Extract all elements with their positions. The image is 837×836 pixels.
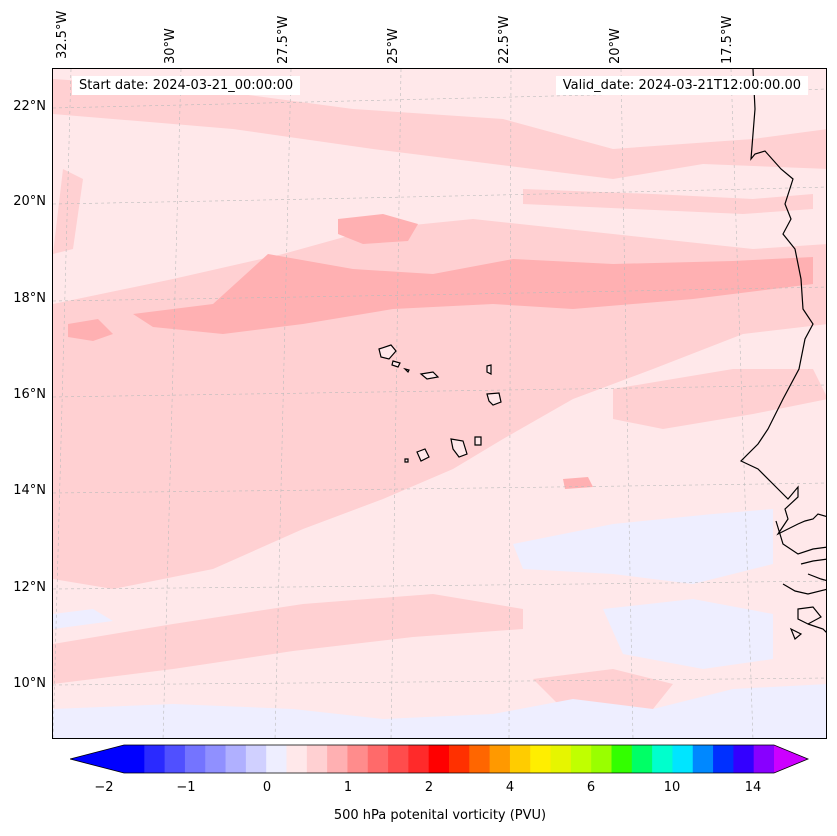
cb-tick-label: 4 xyxy=(505,780,515,795)
colorbar-segment xyxy=(489,745,511,773)
lon-label: 25°W xyxy=(386,28,401,64)
colorbar-segment xyxy=(570,745,592,773)
graticule xyxy=(53,69,826,738)
colorbar-segment xyxy=(530,745,552,773)
colorbar-segment xyxy=(408,745,430,773)
colorbar-segment xyxy=(245,745,267,773)
colorbar-segment xyxy=(266,745,287,773)
colorbar-segment xyxy=(591,745,612,773)
lon-label: 20°W xyxy=(608,28,623,64)
colorbar-segment xyxy=(652,745,673,773)
start-date-label: Start date: 2024-03-21_00:00:00 xyxy=(72,76,301,95)
colorbar xyxy=(70,744,810,774)
colorbar-segment xyxy=(347,745,369,773)
lon-label: 27.5°W xyxy=(276,15,291,64)
colorbar-segment xyxy=(631,745,653,773)
lon-label: 32.5°W xyxy=(55,10,70,59)
lat-label: 22°N xyxy=(13,99,46,114)
lon-label: 30°W xyxy=(163,28,178,64)
colorbar-segment xyxy=(550,745,572,773)
cb-tick-label: 0 xyxy=(262,780,272,795)
lat-label: 14°N xyxy=(13,483,46,498)
lat-label: 20°N xyxy=(13,194,46,209)
colorbar-segment xyxy=(124,745,145,773)
map-panel xyxy=(52,68,827,739)
colorbar-segment xyxy=(611,745,633,773)
cb-tick-label: −1 xyxy=(176,780,196,795)
colorbar-extend-low xyxy=(70,745,124,773)
colorbar-segment xyxy=(164,745,186,773)
colorbar-segment xyxy=(692,745,714,773)
pv-contour-map xyxy=(53,69,826,738)
colorbar-segment xyxy=(388,745,409,773)
colorbar-segment xyxy=(733,745,755,773)
lat-label: 10°N xyxy=(13,676,46,691)
cb-tick-label: 1 xyxy=(343,780,353,795)
colorbar-segment xyxy=(469,745,491,773)
lat-label: 12°N xyxy=(13,580,46,595)
lon-label: 22.5°W xyxy=(497,15,512,64)
colorbar-segment xyxy=(225,745,247,773)
colorbar-segment xyxy=(306,745,328,773)
cape-verde-islands xyxy=(378,344,502,463)
colorbar-segment xyxy=(672,745,694,773)
colorbar-segment xyxy=(286,745,308,773)
coastline xyxy=(739,69,826,640)
colorbar-segment xyxy=(367,745,389,773)
colorbar-outline xyxy=(70,744,810,774)
lat-label: 18°N xyxy=(13,291,46,306)
colorbar-segment xyxy=(753,745,775,773)
lon-label: 17.5°W xyxy=(720,15,735,64)
colorbar-segment xyxy=(144,745,166,773)
lat-label: 16°N xyxy=(13,387,46,402)
cb-tick-label: 6 xyxy=(586,780,596,795)
colorbar-segment xyxy=(327,745,348,773)
cb-tick-label: 2 xyxy=(424,780,434,795)
pv-band-mid xyxy=(68,214,813,489)
cb-tick-label: −2 xyxy=(94,780,114,795)
colorbar-segment xyxy=(428,745,450,773)
colorbar-segment xyxy=(184,745,206,773)
cb-tick-label: 10 xyxy=(663,780,681,795)
colorbar-segment xyxy=(713,745,734,773)
colorbar-extend-high xyxy=(774,745,808,773)
colorbar-label: 500 hPa potenital vorticity (PVU) xyxy=(333,808,547,823)
colorbar-segment xyxy=(449,745,470,773)
colorbar-segment xyxy=(205,745,227,773)
colorbar-segment xyxy=(509,745,531,773)
valid-date-label: Valid_date: 2024-03-21T12:00:00.00 xyxy=(555,76,808,95)
cb-tick-label: 14 xyxy=(744,780,762,795)
